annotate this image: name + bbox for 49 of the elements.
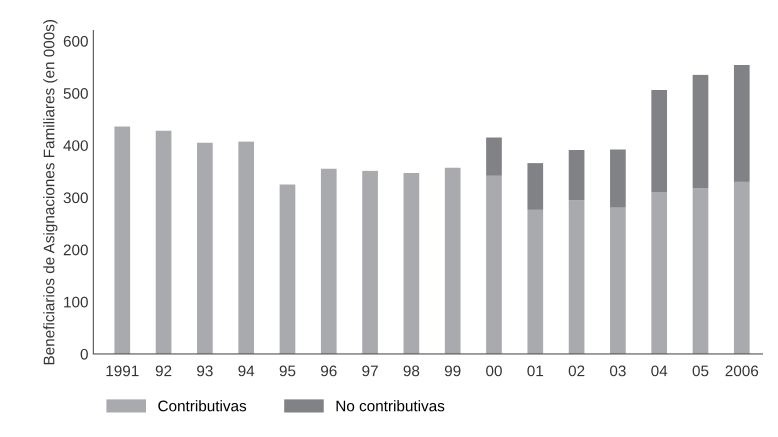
x-tick-label: 1991 <box>106 365 139 376</box>
y-tick-label: 200 <box>64 244 88 256</box>
y-tick-label: 100 <box>64 296 88 308</box>
x-tick-label: 00 <box>486 365 502 376</box>
bar <box>527 209 544 354</box>
x-tick-label: 05 <box>692 365 708 376</box>
y-tick-label: 300 <box>64 192 88 204</box>
x-tick-label: 03 <box>610 365 626 376</box>
y-tick-label: 0 <box>80 348 88 360</box>
bar <box>527 163 544 210</box>
x-tick-label: 01 <box>527 365 544 376</box>
x-tick-label: 92 <box>156 365 172 376</box>
y-tick-label: 600 <box>64 36 88 47</box>
bar <box>651 90 668 192</box>
bar <box>610 150 626 208</box>
bar <box>238 142 254 354</box>
x-tick-label: 95 <box>280 365 296 376</box>
bar <box>734 65 750 182</box>
bar <box>404 172 420 354</box>
bar <box>444 168 461 354</box>
bar <box>486 176 502 354</box>
bar <box>362 170 378 354</box>
x-tick-label: 04 <box>651 365 668 376</box>
x-tick-label: 94 <box>238 365 254 376</box>
bar <box>734 182 750 354</box>
y-axis-title: Beneficiarios de Asignaciones Familiares (en 000s) <box>43 20 58 364</box>
bar <box>114 126 130 354</box>
x-tick-label: 99 <box>444 365 460 376</box>
bar <box>568 200 584 354</box>
bar <box>156 130 172 354</box>
x-tick-label: 93 <box>197 365 213 376</box>
bar <box>568 150 584 200</box>
bar <box>486 138 502 176</box>
y-tick-label: 400 <box>63 140 88 152</box>
bar <box>692 188 708 354</box>
legend-label: Contributivas <box>158 400 246 412</box>
legend-label: No contributivas <box>336 400 444 412</box>
x-tick-label: 97 <box>362 365 378 376</box>
bar <box>692 74 708 188</box>
x-tick-label: 2006 <box>726 365 758 376</box>
x-tick-label: 98 <box>404 365 420 376</box>
x-tick-label: 96 <box>320 365 337 376</box>
x-tick-label: 02 <box>568 365 584 376</box>
bar <box>197 142 213 354</box>
bar <box>280 184 296 354</box>
bar <box>610 207 626 354</box>
y-tick-label: 500 <box>64 88 88 99</box>
bar <box>320 168 337 354</box>
bar <box>651 192 668 354</box>
